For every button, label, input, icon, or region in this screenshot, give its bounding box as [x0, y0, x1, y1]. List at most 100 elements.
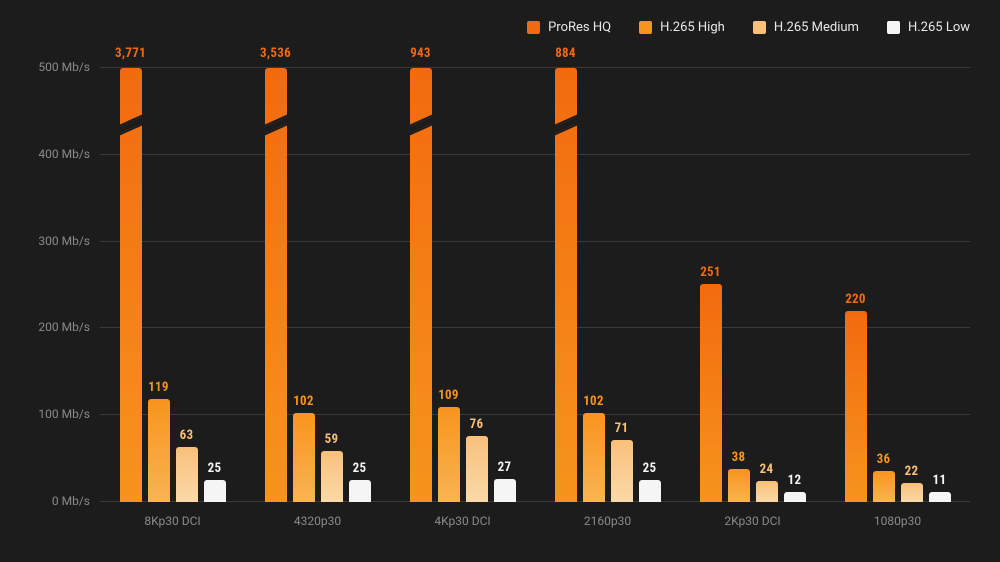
y-tick-label: 400 Mb/s	[38, 147, 90, 161]
bar-value-label: 884	[555, 46, 576, 61]
bar-value-label: 11	[933, 473, 947, 488]
bar-value-label: 220	[845, 292, 866, 307]
bar-h265_high: 102	[293, 68, 315, 502]
bar-value-label: 102	[583, 394, 604, 409]
legend-label: ProRes HQ	[548, 20, 611, 35]
bar-value-label: 59	[325, 432, 339, 447]
legend-swatch	[887, 21, 900, 34]
bar-prores_hq: 251	[700, 68, 722, 502]
bar-value-label: 71	[615, 421, 629, 436]
bar-h265_high: 109	[438, 68, 460, 502]
bar-h265_high: 102	[583, 68, 605, 502]
bar-value-label: 25	[208, 461, 222, 476]
bar-value-label: 36	[877, 452, 891, 467]
bar-value-label: 25	[353, 461, 367, 476]
plot-area: 0 Mb/s100 Mb/s200 Mb/s300 Mb/s400 Mb/s50…	[100, 68, 970, 502]
bar-h265_low: 25	[349, 68, 371, 502]
bar-value-label: 3,771	[115, 46, 146, 61]
bar-fill	[120, 68, 142, 502]
bar-h265_low: 25	[639, 68, 661, 502]
y-tick-label: 500 Mb/s	[38, 60, 90, 74]
bar-fill	[204, 480, 226, 502]
bar-value-label: 12	[788, 473, 802, 488]
bar-h265_medium: 22	[901, 68, 923, 502]
bar-fill	[845, 311, 867, 502]
bar-fill	[494, 479, 516, 502]
bar-value-label: 3,536	[260, 46, 291, 61]
legend-item-h265-low: H.265 Low	[887, 20, 970, 35]
bar-group: 3,53610259254320p30	[245, 68, 390, 502]
bar-group: 3,77111963258Kp30 DCI	[100, 68, 245, 502]
bar-value-label: 25	[643, 461, 657, 476]
bar-value-label: 22	[905, 464, 919, 479]
bar-h265_low: 11	[929, 68, 951, 502]
bar-value-label: 119	[148, 380, 169, 395]
bar-fill	[176, 447, 198, 502]
bar-value-label: 102	[293, 394, 314, 409]
x-category-label: 1080p30	[874, 514, 921, 528]
bar-value-label: 24	[760, 462, 774, 477]
bar-fill	[756, 481, 778, 502]
legend-label: H.265 High	[660, 20, 725, 35]
bar-fill	[901, 483, 923, 502]
bar-fill	[466, 436, 488, 502]
bar-group: 2513824122Kp30 DCI	[680, 68, 825, 502]
bar-groups: 3,77111963258Kp30 DCI3,53610259254320p30…	[100, 68, 970, 502]
bar-h265_medium: 63	[176, 68, 198, 502]
bar-fill	[293, 413, 315, 502]
legend-item-h265-high: H.265 High	[639, 20, 725, 35]
legend-swatch	[527, 21, 540, 34]
bar-value-label: 109	[438, 388, 459, 403]
bar-group: 88410271252160p30	[535, 68, 680, 502]
bar-h265_medium: 76	[466, 68, 488, 502]
bar-fill	[265, 68, 287, 502]
bar-prores_hq: 3,771	[120, 68, 142, 502]
bar-value-label: 251	[700, 265, 721, 280]
legend-swatch	[753, 21, 766, 34]
legend-label: H.265 Low	[908, 20, 970, 35]
bar-fill	[784, 492, 806, 502]
bar-h265_high: 36	[873, 68, 895, 502]
legend: ProRes HQ H.265 High H.265 Medium H.265 …	[527, 20, 970, 35]
bar-fill	[321, 451, 343, 502]
bar-fill	[410, 68, 432, 502]
bar-prores_hq: 220	[845, 68, 867, 502]
legend-item-prores-hq: ProRes HQ	[527, 20, 611, 35]
bar-h265_medium: 71	[611, 68, 633, 502]
bar-h265_low: 27	[494, 68, 516, 502]
bar-fill	[700, 284, 722, 502]
bar-group: 2203622111080p30	[825, 68, 970, 502]
bar-prores_hq: 884	[555, 68, 577, 502]
bar-value-label: 943	[410, 46, 431, 61]
bar-value-label: 76	[470, 417, 484, 432]
x-category-label: 2Kp30 DCI	[724, 514, 780, 528]
bar-h265_high: 119	[148, 68, 170, 502]
bar-group: 94310976274Kp30 DCI	[390, 68, 535, 502]
bar-h265_low: 25	[204, 68, 226, 502]
bar-fill	[349, 480, 371, 502]
bar-value-label: 27	[498, 460, 512, 475]
bar-fill	[583, 413, 605, 502]
bar-fill	[728, 469, 750, 502]
bitrate-chart: ProRes HQ H.265 High H.265 Medium H.265 …	[0, 0, 1000, 562]
x-category-label: 4320p30	[294, 514, 341, 528]
y-tick-label: 300 Mb/s	[38, 234, 90, 248]
x-category-label: 2160p30	[584, 514, 631, 528]
legend-item-h265-medium: H.265 Medium	[753, 20, 859, 35]
y-tick-label: 200 Mb/s	[38, 320, 90, 334]
y-tick-label: 100 Mb/s	[38, 407, 90, 421]
bar-h265_medium: 59	[321, 68, 343, 502]
bar-fill	[611, 440, 633, 502]
bar-fill	[438, 407, 460, 502]
bar-h265_high: 38	[728, 68, 750, 502]
bar-value-label: 38	[732, 450, 746, 465]
bar-h265_low: 12	[784, 68, 806, 502]
x-category-label: 4Kp30 DCI	[434, 514, 490, 528]
bar-fill	[929, 492, 951, 502]
bar-fill	[555, 68, 577, 502]
bar-prores_hq: 943	[410, 68, 432, 502]
x-category-label: 8Kp30 DCI	[144, 514, 200, 528]
bar-fill	[873, 471, 895, 502]
bar-h265_medium: 24	[756, 68, 778, 502]
bar-fill	[639, 480, 661, 502]
